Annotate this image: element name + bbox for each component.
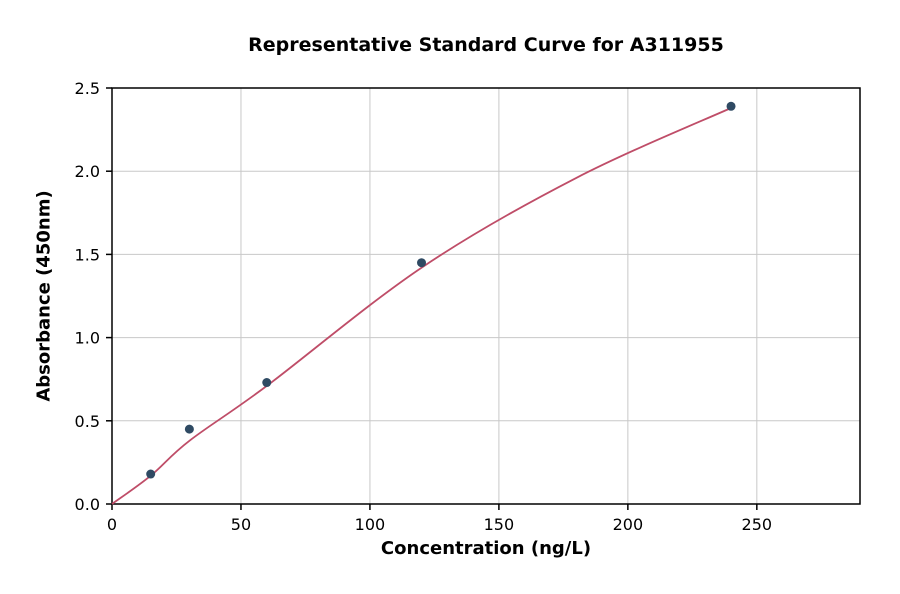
y-tick-label: 2.5: [75, 79, 100, 98]
y-tick-label: 1.5: [75, 245, 100, 264]
y-tick-label: 2.0: [75, 162, 100, 181]
x-tick-label: 0: [107, 515, 117, 534]
data-point: [726, 101, 736, 111]
y-tick-label: 0.5: [75, 412, 100, 431]
data-point: [417, 258, 427, 268]
x-tick-label: 100: [355, 515, 386, 534]
plot-border: [111, 87, 861, 505]
data-point: [262, 378, 272, 388]
x-tick-label: 50: [231, 515, 251, 534]
x-axis-label: Concentration (ng/L): [380, 538, 592, 559]
x-tick-label: 200: [613, 515, 644, 534]
x-tick-label: 150: [484, 515, 515, 534]
chart-title: Representative Standard Curve for A31195…: [248, 34, 724, 56]
data-point: [184, 424, 194, 434]
data-point: [146, 469, 156, 479]
y-tick-label: 1.0: [75, 329, 100, 348]
fitted-curve: [111, 107, 732, 505]
y-axis-label: Absorbance (450nm): [33, 190, 55, 402]
y-tick-label: 0.0: [75, 495, 100, 514]
x-tick-label: 250: [742, 515, 773, 534]
